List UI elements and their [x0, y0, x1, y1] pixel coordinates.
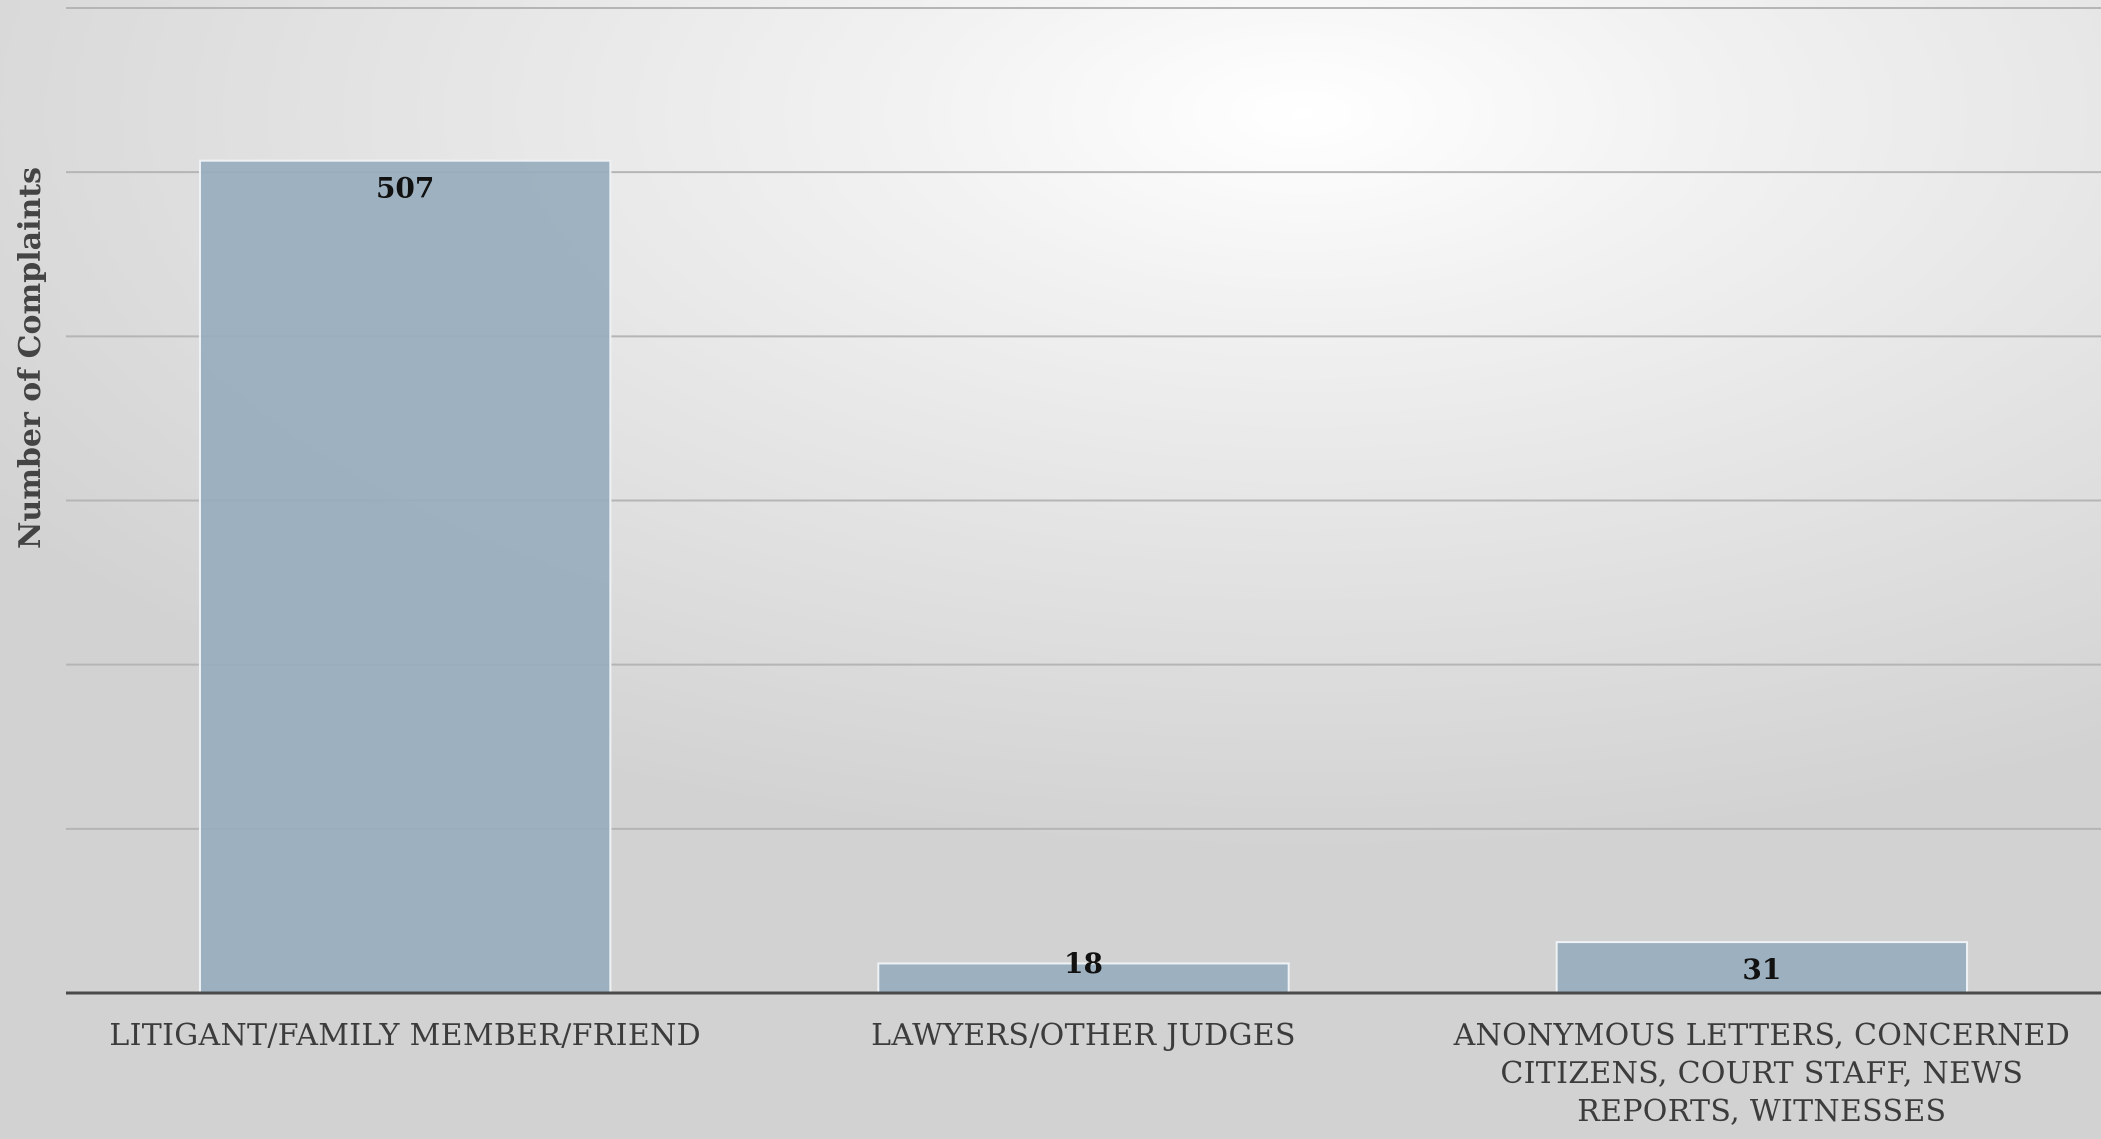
y-axis-label: Number of Complaints — [13, 167, 48, 549]
x-tick-labels: LITIGANT/FAMILY MEMBER/FRIEND LAWYERS/OTH… — [109, 1018, 2071, 1129]
data-label: 31 — [1742, 953, 1781, 986]
data-label: 18 — [1064, 947, 1103, 980]
data-label: 507 — [376, 172, 434, 205]
bars — [198, 159, 1969, 995]
bar — [198, 159, 612, 995]
x-tick-label: ANONYMOUS LETTERS, CONCERNED CITIZENS, CO… — [1453, 1018, 2071, 1129]
x-tick-label: LAWYERS/OTHER JUDGES — [871, 1018, 1296, 1053]
x-tick-label: LITIGANT/FAMILY MEMBER/FRIEND — [109, 1018, 701, 1053]
data-labels: 507 18 31 — [376, 172, 1781, 986]
bar — [1555, 941, 1969, 995]
